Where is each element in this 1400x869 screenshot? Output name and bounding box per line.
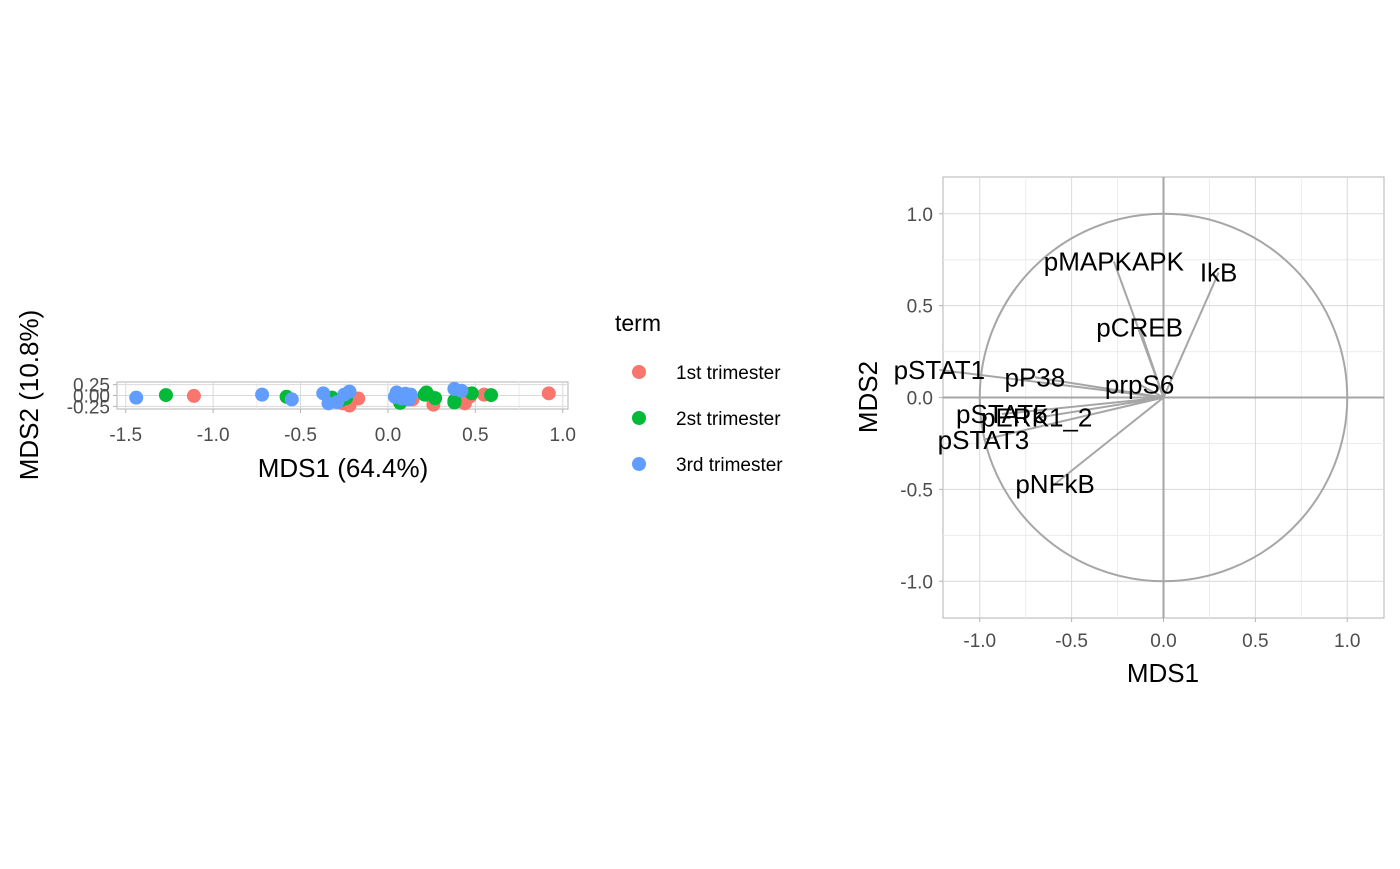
point-1st-trimester bbox=[541, 386, 556, 401]
mds-x-tick-label: -0.5 bbox=[284, 425, 317, 446]
vector-label-pstat1: pSTAT1 bbox=[894, 355, 986, 385]
vector-pstat1 bbox=[939, 368, 1164, 399]
vector-label-ikb: IkB bbox=[1200, 258, 1238, 288]
mds-y-tick-label: -0.25 bbox=[67, 397, 110, 418]
vector-label-pp38: pP38 bbox=[1005, 362, 1066, 392]
vector-label-pnfkb: pNFkB bbox=[1015, 469, 1094, 499]
mds-x-tick-label: 0.5 bbox=[462, 425, 488, 446]
legend-label-2st-trimester: 2st trimester bbox=[676, 409, 781, 430]
point-3rd-trimester bbox=[255, 387, 270, 402]
legend: term 1st trimester 2st trimester 3rd tri… bbox=[615, 310, 783, 476]
vector-ikb bbox=[1162, 272, 1220, 398]
mds-y-tick-label: 0.00 bbox=[73, 387, 110, 408]
vector-pcreb bbox=[1138, 327, 1165, 398]
correlation-y-tick-label: -0.5 bbox=[900, 480, 933, 501]
mds-scatter-panel: -1.5 -1.0 -0.5 0.0 0.5 1.0 -0.250.000.25 MDS1… bbox=[14, 310, 576, 483]
vector-pnfkb bbox=[1054, 396, 1165, 485]
vector-pstat3 bbox=[983, 396, 1164, 441]
point-2st-trimester bbox=[447, 395, 462, 410]
mds-x-tick-label: -1.0 bbox=[197, 425, 230, 446]
correlation-x-tick-label: -1.0 bbox=[963, 631, 996, 652]
mds-x-axis-title: MDS1 (64.4%) bbox=[258, 453, 429, 483]
correlation-x-tick-label: 1.0 bbox=[1334, 631, 1360, 652]
legend-key-1st-trimester bbox=[632, 365, 646, 379]
correlation-x-tick-label: -0.5 bbox=[1055, 631, 1088, 652]
mds-x-tick-label: 1.0 bbox=[550, 425, 576, 446]
vector-label-prps6: prpS6 bbox=[1105, 370, 1174, 400]
mds-y-tick-label: 0.25 bbox=[73, 376, 110, 397]
correlation-x-tick-label: 0.0 bbox=[1150, 631, 1176, 652]
mds-x-tick-label: -1.5 bbox=[109, 425, 142, 446]
vector-pstat5 bbox=[1001, 396, 1164, 416]
correlation-vectors bbox=[939, 177, 1384, 618]
vector-label-perk1-2: pERK1_2 bbox=[981, 403, 1092, 433]
correlation-y-tick-labels: -1.0 -0.5 0.0 0.5 1.0 bbox=[900, 205, 943, 593]
correlation-x-axis-title: MDS1 bbox=[1127, 658, 1199, 688]
point-3rd-trimester bbox=[129, 390, 144, 405]
correlation-y-tick-label: 1.0 bbox=[907, 205, 933, 226]
point-1st-trimester bbox=[186, 388, 201, 403]
correlation-y-tick-label: 0.5 bbox=[907, 297, 933, 318]
vector-prps6 bbox=[1139, 383, 1164, 399]
point-2st-trimester bbox=[484, 388, 499, 403]
legend-key-3rd-trimester bbox=[632, 457, 646, 471]
point-2st-trimester bbox=[417, 387, 432, 402]
point-3rd-trimester bbox=[401, 392, 416, 407]
mds-points bbox=[129, 381, 556, 413]
correlation-circle-panel: IkB pMAPKAPK pCREB pSTAT1 pP38 prpS6 pSTAT5pER… bbox=[853, 176, 1385, 688]
correlation-x-tick-label: 0.5 bbox=[1242, 631, 1268, 652]
legend-label-3rd-trimester: 3rd trimester bbox=[676, 455, 783, 476]
correlation-y-tick-label: -1.0 bbox=[900, 572, 933, 593]
point-2st-trimester bbox=[464, 386, 479, 401]
correlation-y-tick-label: 0.0 bbox=[907, 389, 933, 410]
mds-y-axis-title: MDS2 (10.8%) bbox=[14, 310, 44, 481]
correlation-y-axis-title: MDS2 bbox=[853, 361, 883, 433]
unit-circle bbox=[978, 212, 1349, 583]
point-3rd-trimester bbox=[284, 392, 299, 407]
legend-key-2st-trimester bbox=[632, 411, 646, 425]
vector-label-pmapkapk: pMAPKAPK bbox=[1044, 247, 1185, 277]
vector-label-pstat5: pSTAT5 bbox=[956, 399, 1048, 429]
vector-pp38 bbox=[1034, 376, 1164, 399]
legend-label-1st-trimester: 1st trimester bbox=[676, 363, 781, 384]
correlation-vector-labels: IkB pMAPKAPK pCREB pSTAT1 pP38 prpS6 pSTAT5pER… bbox=[894, 247, 1238, 499]
mds-y-tick-labels: -0.250.000.25 bbox=[67, 376, 117, 418]
legend-title: term bbox=[615, 310, 661, 336]
vector-perk1-2 bbox=[1036, 396, 1164, 419]
correlation-x-tick-labels: -1.0 -0.5 0.0 0.5 1.0 bbox=[963, 618, 1360, 652]
mds-x-tick-labels: -1.5 -1.0 -0.5 0.0 0.5 1.0 bbox=[109, 409, 576, 446]
point-3rd-trimester bbox=[330, 395, 345, 410]
vector-label-pstat3: pSTAT3 bbox=[938, 425, 1030, 455]
point-3rd-trimester bbox=[454, 383, 469, 398]
point-1st-trimester bbox=[457, 396, 472, 411]
mds-x-tick-label: 0.0 bbox=[375, 425, 401, 446]
point-2st-trimester bbox=[158, 388, 173, 403]
vector-label-pcreb: pCREB bbox=[1096, 313, 1183, 343]
